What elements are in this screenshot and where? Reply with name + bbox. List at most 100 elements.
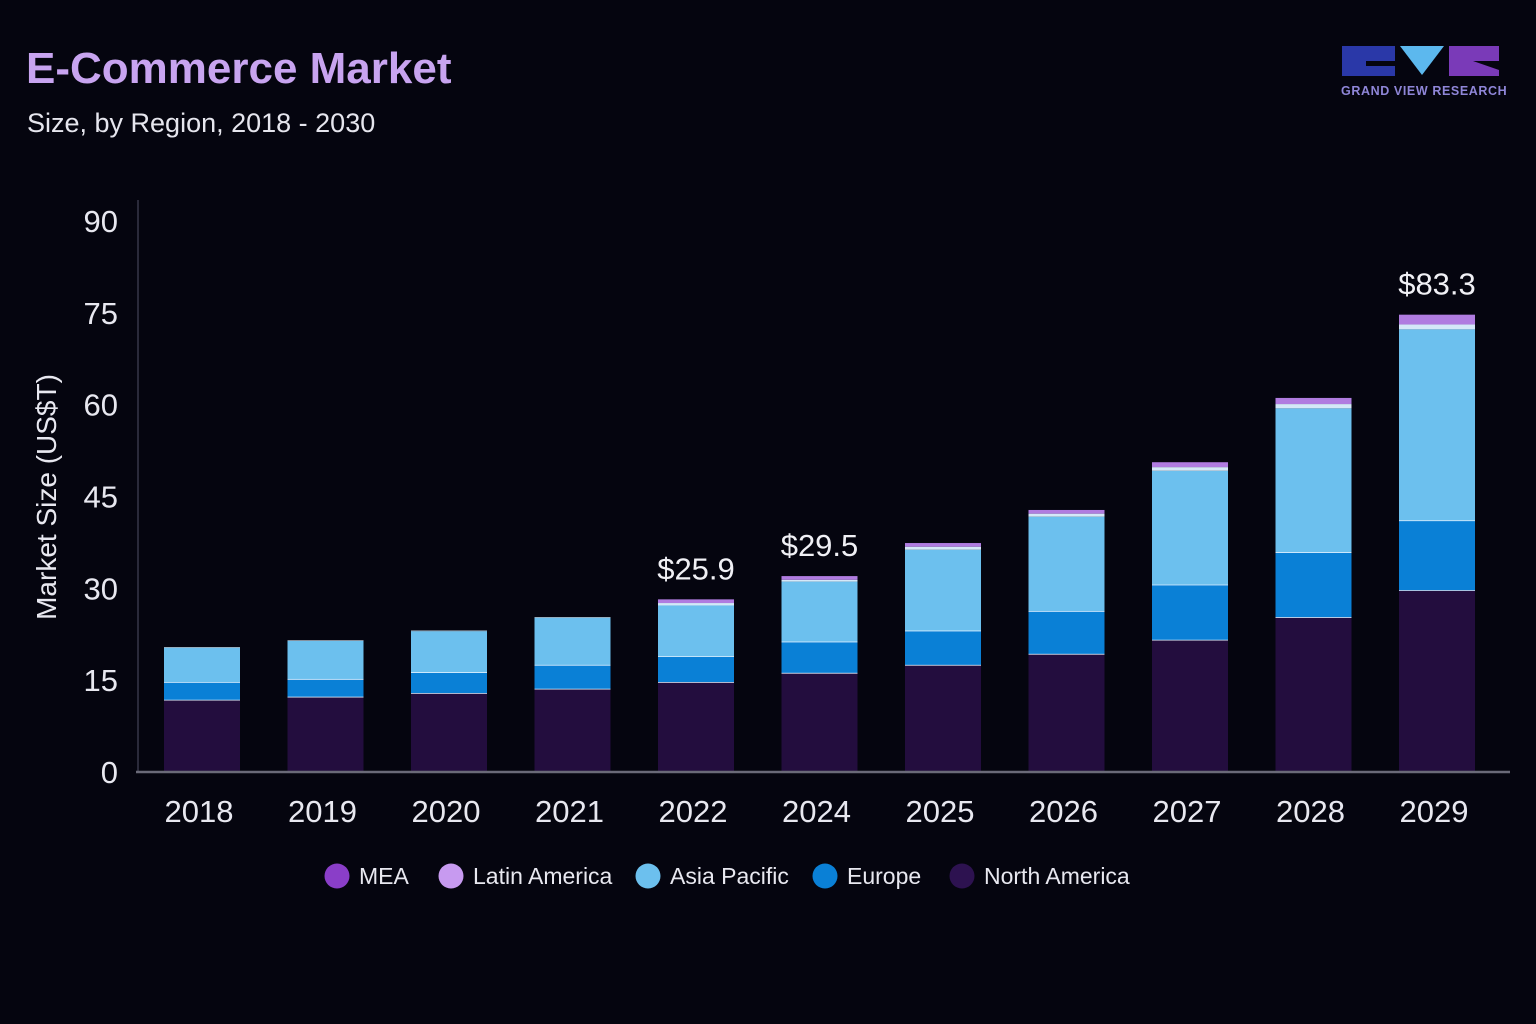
- legend-item-north-america: North America: [949, 863, 1130, 889]
- bar-europe: [534, 664, 611, 689]
- bar-latin-america: [1028, 513, 1105, 517]
- legend-label: Europe: [847, 863, 921, 889]
- legend-item-mea: MEA: [324, 863, 410, 889]
- x-tick-label: 2022: [659, 794, 728, 829]
- bar-mea: [905, 543, 981, 547]
- legend-item-europe: Europe: [812, 863, 921, 889]
- bar-stack-2026: [1028, 509, 1105, 772]
- bar-latin-america: [1399, 324, 1475, 330]
- bar-north-america: [411, 693, 487, 772]
- bar-europe: [905, 630, 981, 665]
- x-tick-label: 2027: [1153, 794, 1222, 829]
- bar-asia-pacific: [905, 549, 981, 631]
- bar-europe: [411, 672, 487, 694]
- bar-mea: [781, 576, 858, 580]
- y-tick-label: 75: [84, 296, 118, 331]
- logo-notch: [1366, 61, 1395, 66]
- bar-europe: [1275, 552, 1352, 618]
- legend-label: MEA: [359, 863, 410, 889]
- x-tick-label: 2029: [1400, 794, 1469, 829]
- bar-north-america: [534, 688, 611, 772]
- bar-asia-pacific: [411, 631, 487, 673]
- bar-mea: [658, 599, 734, 604]
- logo-notch-right: [1473, 61, 1499, 70]
- bar-stack-2024: [781, 576, 858, 772]
- legend-label: North America: [984, 863, 1130, 889]
- data-label: $29.5: [781, 528, 859, 563]
- data-labels: $25.9 $29.5 $83.3: [657, 267, 1476, 587]
- bar-latin-america: [164, 647, 240, 648]
- y-tick-label: 0: [101, 755, 118, 790]
- bar-latin-america: [411, 630, 487, 632]
- bar-europe: [1028, 610, 1105, 654]
- bar-europe: [1399, 520, 1475, 591]
- bar-asia-pacific: [1152, 470, 1228, 585]
- bar-stack-2019: [287, 640, 364, 772]
- bar-latin-america: [287, 640, 364, 641]
- bar-latin-america: [781, 579, 858, 582]
- bar-north-america: [287, 696, 364, 772]
- bar-latin-america: [658, 603, 734, 606]
- chart-subtitle: Size, by Region, 2018 - 2030: [27, 108, 375, 138]
- legend-swatch: [949, 863, 975, 889]
- y-tick-label: 30: [84, 571, 118, 606]
- bar-asia-pacific: [781, 581, 858, 642]
- bar-north-america: [658, 682, 734, 772]
- bar-mea: [1275, 397, 1352, 405]
- logo-text: GRAND VIEW RESEARCH: [1341, 84, 1507, 98]
- x-tick-label: 2020: [412, 794, 481, 829]
- legend-swatch: [635, 863, 661, 889]
- bar-north-america: [1152, 639, 1228, 772]
- data-label: $83.3: [1398, 267, 1476, 302]
- data-label: $25.9: [657, 551, 735, 586]
- bar-asia-pacific: [1399, 329, 1475, 521]
- bar-north-america: [1028, 653, 1105, 772]
- bar-stack-2025: [905, 543, 981, 772]
- x-ticks: 2018 2019 2020 2021 2022 2024 2025 2026 2027 2028…: [165, 794, 1469, 829]
- bar-asia-pacific: [287, 640, 364, 679]
- bar-north-america: [781, 672, 858, 772]
- y-tick-label: 45: [84, 480, 118, 515]
- x-tick-label: 2019: [288, 794, 357, 829]
- y-tick-label: 90: [84, 204, 118, 239]
- legend-swatch: [812, 863, 838, 889]
- bar-stack-2022: [658, 599, 734, 772]
- bar-north-america: [1399, 590, 1475, 772]
- bar-stack-2028: [1275, 397, 1352, 772]
- bar-asia-pacific: [658, 605, 734, 657]
- bar-stack-2029: [1399, 314, 1475, 772]
- bar-europe: [164, 682, 240, 700]
- bar-mea: [1399, 314, 1475, 325]
- bar-stack-2020: [411, 630, 487, 772]
- bar-north-america: [905, 664, 981, 772]
- x-tick-label: 2026: [1029, 794, 1098, 829]
- bar-north-america: [1275, 617, 1352, 772]
- legend-swatch: [324, 863, 350, 889]
- bar-latin-america: [1275, 404, 1352, 409]
- x-tick-label: 2021: [535, 794, 604, 829]
- legend-swatch: [438, 863, 464, 889]
- logo: GRAND VIEW RESEARCH: [1341, 46, 1507, 98]
- bar-europe: [781, 641, 858, 673]
- y-ticks: 0 15 30 45 60 75 90: [84, 204, 118, 790]
- bar-mea: [1028, 509, 1105, 514]
- logo-triangle: [1400, 46, 1444, 75]
- x-tick-label: 2025: [906, 794, 975, 829]
- bar-north-america: [164, 699, 240, 772]
- bar-europe: [658, 656, 734, 683]
- bar-europe: [287, 678, 364, 697]
- y-tick-label: 60: [84, 388, 118, 423]
- bar-asia-pacific: [1275, 408, 1352, 553]
- bar-latin-america: [1152, 467, 1228, 471]
- bar-latin-america: [905, 546, 981, 550]
- bar-asia-pacific: [1028, 516, 1105, 611]
- bar-europe: [1152, 584, 1228, 640]
- x-tick-label: 2028: [1276, 794, 1345, 829]
- y-tick-label: 15: [84, 663, 118, 698]
- bar-mea: [1152, 462, 1228, 468]
- chart-title: E-Commerce Market: [26, 44, 452, 93]
- legend-label: Latin America: [473, 863, 613, 889]
- bar-latin-america: [534, 617, 611, 618]
- bars: [164, 314, 1475, 772]
